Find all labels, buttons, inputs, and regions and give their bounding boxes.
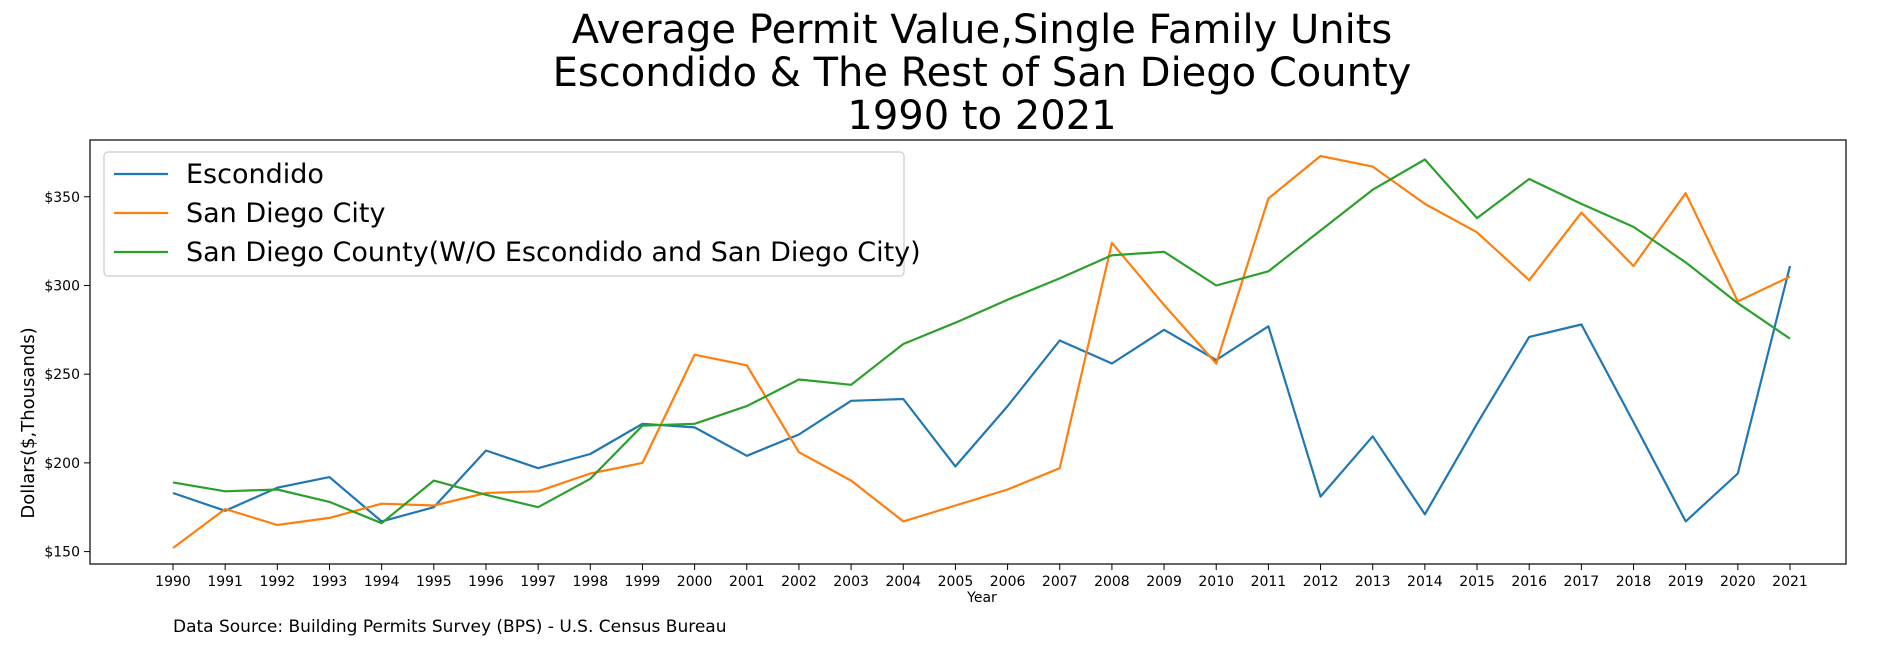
x-tick-label: 2021 — [1772, 574, 1808, 590]
x-tick-label: 1991 — [207, 574, 243, 590]
x-tick-label: 2014 — [1407, 574, 1443, 590]
x-tick-label: 2001 — [729, 574, 765, 590]
x-tick-label: 2000 — [677, 574, 713, 590]
x-tick-label: 2011 — [1251, 574, 1287, 590]
data-source-note: Data Source: Building Permits Survey (BP… — [173, 617, 726, 637]
x-tick-label: 1997 — [520, 574, 556, 590]
x-tick-label: 2019 — [1668, 574, 1704, 590]
x-tick-label: 2004 — [885, 574, 921, 590]
x-tick-label: 2012 — [1303, 574, 1339, 590]
chart-title-line-3: 1990 to 2021 — [847, 93, 1116, 139]
x-tick-label: 1992 — [260, 574, 296, 590]
legend-label: San Diego County(W/O Escondido and San D… — [186, 237, 921, 268]
x-tick-label: 2015 — [1459, 574, 1495, 590]
legend-label: Escondido — [186, 159, 324, 190]
x-tick-label: 1998 — [572, 574, 608, 590]
series-line-1 — [172, 154, 1791, 549]
series-line-2 — [172, 158, 1791, 525]
x-tick-label: 2017 — [1564, 574, 1600, 590]
plot-area — [89, 139, 1847, 565]
x-tick-label: 2007 — [1042, 574, 1078, 590]
x-tick-label: 1999 — [625, 574, 661, 590]
legend-box — [103, 151, 905, 277]
x-tick-label: 2020 — [1720, 574, 1756, 590]
x-tick-label: 2008 — [1094, 574, 1130, 590]
chart-title-line-2: Escondido & The Rest of San Diego County — [553, 50, 1412, 96]
series-line-0 — [172, 265, 1792, 523]
x-tick-label: 1993 — [312, 574, 348, 590]
x-tick-label: 2003 — [833, 574, 869, 590]
legend-label: San Diego City — [186, 198, 385, 229]
x-tick-label: 2013 — [1355, 574, 1391, 590]
x-tick-label: 2010 — [1198, 574, 1234, 590]
y-tick-label: $250 — [44, 367, 80, 383]
x-tick-label: 2009 — [1146, 574, 1182, 590]
y-axis: $150 $200 $250 $300 $350 — [44, 190, 90, 561]
x-tick-label: 1990 — [155, 574, 191, 590]
x-axis: 1990 1991 1992 1993 1994 1995 1996 1997 1998 1999… — [155, 564, 1808, 590]
x-tick-label: 2016 — [1511, 574, 1547, 590]
plot-frame — [89, 139, 1847, 565]
y-tick-label: $300 — [44, 278, 80, 294]
x-tick-label: 1996 — [468, 574, 504, 590]
x-tick-label: 1995 — [416, 574, 452, 590]
x-tick-label: 1994 — [364, 574, 400, 590]
y-axis-label: Dollars($,Thousands) — [18, 327, 39, 518]
y-tick-label: $200 — [44, 456, 80, 472]
y-tick-label: $350 — [44, 190, 80, 206]
chart-title-line-1: Average Permit Value,Single Family Units — [572, 7, 1392, 53]
chart-title: Average Permit Value,Single Family Units… — [553, 7, 1412, 139]
x-tick-label: 2006 — [990, 574, 1026, 590]
series-lines — [172, 154, 1792, 549]
legend: Escondido San Diego City San Diego County(… — [103, 151, 921, 277]
x-tick-label: 2002 — [781, 574, 817, 590]
x-axis-label: Year — [966, 590, 997, 606]
x-tick-label: 2005 — [938, 574, 974, 590]
x-tick-label: 2018 — [1616, 574, 1652, 590]
y-tick-label: $150 — [44, 545, 80, 561]
